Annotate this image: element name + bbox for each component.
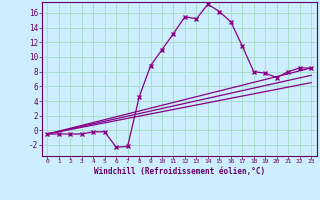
X-axis label: Windchill (Refroidissement éolien,°C): Windchill (Refroidissement éolien,°C)	[94, 167, 265, 176]
